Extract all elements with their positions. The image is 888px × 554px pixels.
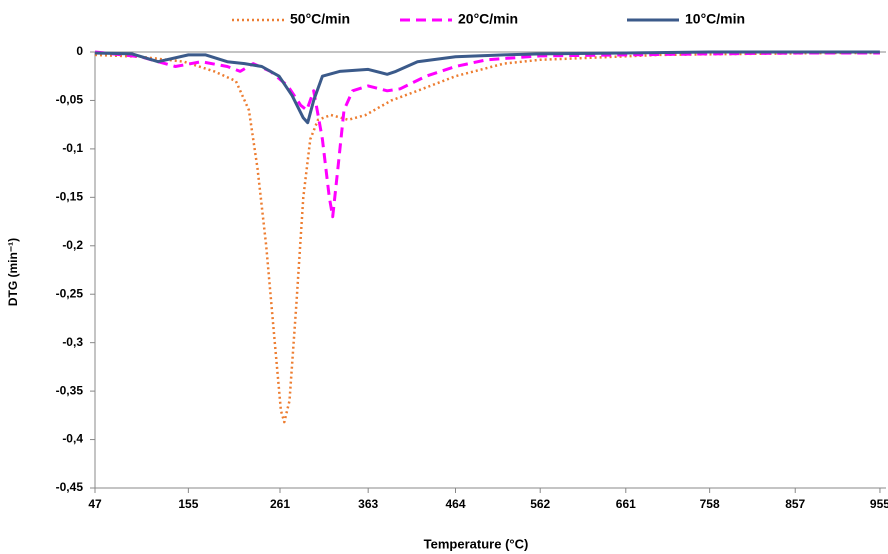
legend-label: 10°C/min [685, 11, 745, 27]
legend-label: 50°C/min [290, 11, 350, 27]
y-tick-label: -0,35 [56, 383, 84, 397]
x-tick-label: 661 [616, 497, 636, 511]
y-tick-label: -0,45 [56, 480, 84, 494]
series-line [94, 50, 880, 125]
x-tick-label: 562 [530, 497, 550, 511]
legend-label: 20°C/min [458, 11, 518, 27]
y-tick-label: -0,15 [56, 190, 84, 204]
x-tick-label: 363 [358, 497, 378, 511]
series-line [94, 51, 880, 424]
y-tick-label: -0,3 [62, 335, 83, 349]
x-tick-label: 464 [445, 497, 465, 511]
y-tick-label: -0,25 [56, 286, 84, 300]
series-line [94, 50, 880, 219]
x-axis-label: Temperature (°C) [424, 536, 529, 551]
x-tick-label: 47 [88, 497, 102, 511]
y-tick-label: 0 [76, 44, 83, 58]
y-tick-label: -0,2 [62, 238, 83, 252]
x-tick-label: 955 [870, 497, 888, 511]
y-tick-label: -0,4 [62, 432, 83, 446]
x-tick-label: 857 [785, 497, 805, 511]
x-tick-label: 758 [700, 497, 720, 511]
y-axis-label: DTG (min⁻¹) [6, 238, 20, 306]
y-tick-label: -0,05 [56, 93, 84, 107]
y-tick-label: -0,1 [62, 141, 83, 155]
x-tick-label: 155 [178, 497, 198, 511]
x-tick-label: 261 [270, 497, 290, 511]
